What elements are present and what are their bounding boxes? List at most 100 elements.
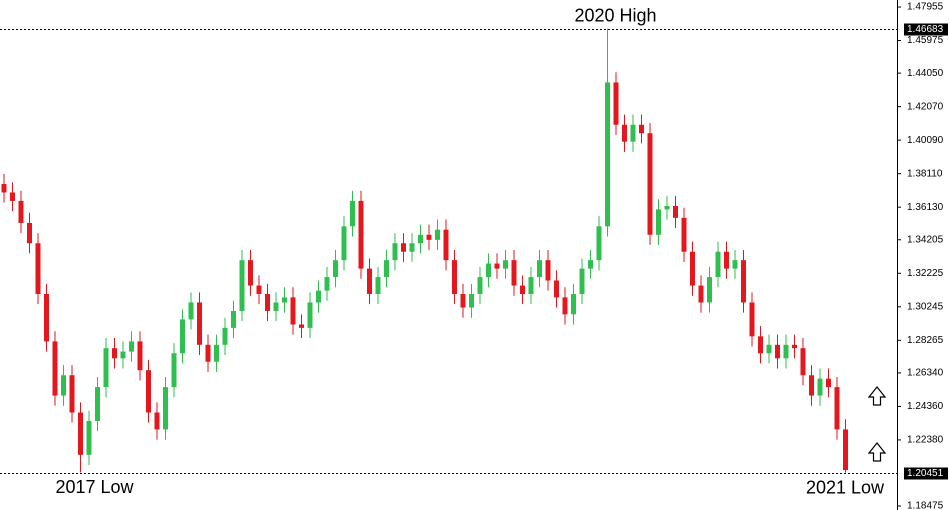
candle-body [112,348,117,359]
candle-body [749,302,755,337]
candle-body [775,344,780,359]
candle-body [1,183,7,193]
candle-body [681,217,687,252]
candle-body [256,285,262,295]
candle-body [214,344,219,362]
candle-body [690,251,695,286]
candle-body [95,387,100,421]
candle-body [588,260,593,269]
candle-body [299,324,304,328]
candle-body [333,260,338,278]
candle-body [61,375,66,396]
annotation: 2020 High [574,5,656,25]
candle-body [435,229,440,240]
candle-body [826,378,831,388]
candle-body [86,420,92,455]
candle-body [103,348,109,388]
y-tick-label: 1.40090 [907,135,944,146]
y-tick-label: 1.44050 [907,68,944,79]
candle-body [766,344,772,354]
candle-body [809,375,814,396]
y-tick-label: 1.26340 [907,368,944,379]
candle-body [231,310,236,328]
candle-body [137,341,143,371]
candle-body [758,336,763,354]
candle-body [52,341,58,396]
candle-body [401,243,406,252]
candle-body [545,260,551,281]
candle-body [27,222,32,244]
candle-body [316,290,321,303]
candle-body [732,260,738,269]
candle-body [554,280,559,298]
candle-body [205,344,211,362]
candle-body [146,370,151,413]
y-tick-label: 1.42070 [907,101,944,112]
y-tick-label: 1.32225 [907,268,944,279]
arrow-icon [867,442,887,462]
candle-body [520,285,525,295]
candle-body [579,268,585,295]
candle-body [129,341,134,352]
annotation: 2021 Low [806,477,885,497]
y-tick-label: 1.28265 [907,335,944,346]
candle-body [222,327,228,345]
candle-body [494,263,500,269]
candle-body [707,277,712,303]
candle-body [452,260,457,295]
candle-body [715,251,721,278]
y-tick-label: 1.47955 [907,2,944,13]
candle-body [163,387,168,430]
candle-body [656,209,661,235]
candle-body [367,268,372,295]
candle-body [630,124,636,142]
y-tick-label: 1.38110 [907,168,943,179]
candle-body [605,82,610,227]
candle-body [290,297,296,325]
candle-body [843,429,848,471]
candle-body [426,234,432,240]
candle-body [78,412,83,455]
candle-body [307,302,313,328]
candle-body [622,124,627,142]
candle-body [613,82,619,125]
candle-body [248,260,253,286]
candle-body [350,200,355,227]
candle-body [783,344,789,359]
candle-body [673,205,678,218]
candle-body [724,251,729,269]
candle-body [469,294,474,308]
candle-body [239,260,245,311]
candle-body [596,226,602,261]
candle-body [664,205,670,210]
candle-body [537,260,542,278]
y-tick-label: 1.22380 [907,435,944,446]
candle-body [834,387,840,430]
candle-body [10,192,15,201]
y-tick-label: 1.24360 [907,401,944,412]
level-label: 1.46683 [907,24,944,35]
candle-body [18,200,24,223]
level-label: 1.20451 [907,468,944,479]
candle-body [486,263,491,278]
y-tick-label: 1.36130 [907,202,944,213]
candle-body [188,302,194,320]
candle-body [409,243,415,252]
candle-body [69,375,75,413]
candle-body [375,277,381,295]
up-arrow [867,386,887,462]
y-tick-label: 1.30245 [907,301,944,312]
y-tick-label: 1.45975 [907,35,944,46]
candle-body [120,351,126,359]
annotation: 2017 Low [55,477,134,497]
candle-body [792,344,797,349]
candle-body [503,260,508,269]
candle-body [282,297,287,303]
candle-body [358,200,364,269]
candle-body [639,124,644,134]
candle-body [528,277,534,295]
candle-body [384,260,389,278]
level-label-box [904,467,948,480]
candle-body [197,302,202,345]
